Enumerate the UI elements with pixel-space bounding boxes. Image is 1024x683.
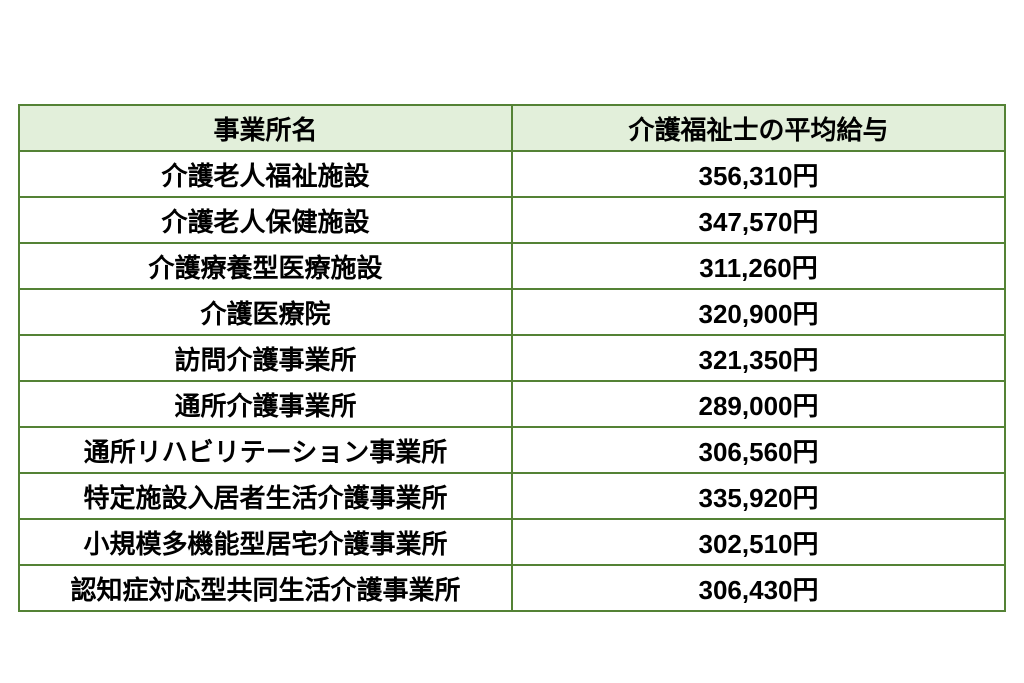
table-row: 小規模多機能型居宅介護事業所 302,510円 xyxy=(19,519,1005,565)
cell-salary-value: 347,570円 xyxy=(512,197,1005,243)
cell-facility-name: 認知症対応型共同生活介護事業所 xyxy=(19,565,512,611)
table-body: 介護老人福祉施設 356,310円 介護老人保健施設 347,570円 介護療養… xyxy=(19,151,1005,611)
cell-salary-value: 306,430円 xyxy=(512,565,1005,611)
table-row: 介護療養型医療施設 311,260円 xyxy=(19,243,1005,289)
column-header-salary: 介護福祉士の平均給与 xyxy=(512,105,1005,151)
table-row: 通所介護事業所 289,000円 xyxy=(19,381,1005,427)
cell-facility-name: 介護医療院 xyxy=(19,289,512,335)
table-row: 訪問介護事業所 321,350円 xyxy=(19,335,1005,381)
cell-facility-name: 介護老人福祉施設 xyxy=(19,151,512,197)
cell-facility-name: 介護療養型医療施設 xyxy=(19,243,512,289)
column-header-name: 事業所名 xyxy=(19,105,512,151)
table-row: 通所リハビリテーション事業所 306,560円 xyxy=(19,427,1005,473)
cell-salary-value: 320,900円 xyxy=(512,289,1005,335)
cell-facility-name: 訪問介護事業所 xyxy=(19,335,512,381)
cell-facility-name: 特定施設入居者生活介護事業所 xyxy=(19,473,512,519)
cell-facility-name: 通所リハビリテーション事業所 xyxy=(19,427,512,473)
cell-salary-value: 306,560円 xyxy=(512,427,1005,473)
cell-salary-value: 335,920円 xyxy=(512,473,1005,519)
table-row: 特定施設入居者生活介護事業所 335,920円 xyxy=(19,473,1005,519)
cell-salary-value: 356,310円 xyxy=(512,151,1005,197)
table-row: 介護老人福祉施設 356,310円 xyxy=(19,151,1005,197)
cell-salary-value: 311,260円 xyxy=(512,243,1005,289)
salary-table: 事業所名 介護福祉士の平均給与 介護老人福祉施設 356,310円 介護老人保健… xyxy=(18,104,1006,612)
cell-facility-name: 小規模多機能型居宅介護事業所 xyxy=(19,519,512,565)
table-row: 介護老人保健施設 347,570円 xyxy=(19,197,1005,243)
table-row: 介護医療院 320,900円 xyxy=(19,289,1005,335)
cell-salary-value: 289,000円 xyxy=(512,381,1005,427)
cell-facility-name: 通所介護事業所 xyxy=(19,381,512,427)
cell-salary-value: 321,350円 xyxy=(512,335,1005,381)
table-header: 事業所名 介護福祉士の平均給与 xyxy=(19,105,1005,151)
cell-salary-value: 302,510円 xyxy=(512,519,1005,565)
salary-table-container: 事業所名 介護福祉士の平均給与 介護老人福祉施設 356,310円 介護老人保健… xyxy=(18,104,1006,612)
cell-facility-name: 介護老人保健施設 xyxy=(19,197,512,243)
table-row: 認知症対応型共同生活介護事業所 306,430円 xyxy=(19,565,1005,611)
table-header-row: 事業所名 介護福祉士の平均給与 xyxy=(19,105,1005,151)
